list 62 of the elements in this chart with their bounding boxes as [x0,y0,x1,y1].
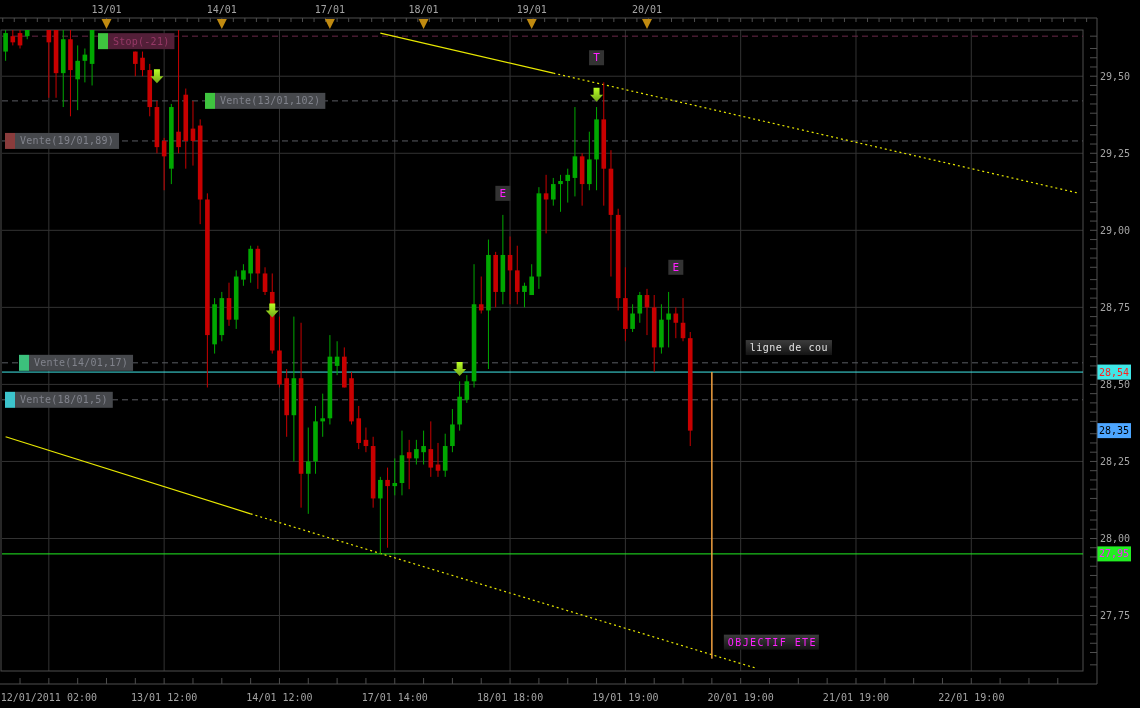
x-tick-label: 14/01 12:00 [246,691,313,703]
candlestick [478,276,484,315]
candlestick [133,51,138,77]
y-tick-label: 29,50 [1100,70,1131,82]
data-label: E [499,186,507,200]
text: 14/01 [206,3,237,15]
candlestick [241,263,246,287]
candlestick [428,420,434,478]
candlestick [414,439,419,466]
ref-line-label: Vente(13/01,102) [220,95,321,107]
y-tick-label: 28,75 [1100,301,1131,313]
x-tick-label: 21/01 19:00 [822,691,890,703]
candlestick [305,427,311,515]
candlestick [565,168,571,204]
candlestick [450,408,455,453]
ref-line-label: Vente(14/01,17) [34,357,129,369]
y-tick-label: 28,25 [1100,455,1131,467]
y-tick-label: 28,50 [1100,378,1131,390]
x-tick-label: 20/01 19:00 [707,691,774,703]
y-tick-label: 29,25 [1100,147,1131,159]
candlestick [558,174,563,213]
annotation: OBJECTIF ETE [727,636,817,648]
candlestick [630,303,635,333]
text: 20/01 [631,3,663,15]
ref-line-label: Stop(-21) [113,35,170,47]
candlestick [385,467,390,549]
point [453,361,467,376]
ref-line-label: Vente(19/01,89) [20,135,115,147]
x-tick-label: 19/01 19:00 [592,691,659,703]
text: 17/01 [314,3,345,15]
annotation: ligne de cou [749,342,828,354]
candlestick [176,29,181,154]
candlestick [320,393,325,438]
candlestick [666,291,671,348]
candlestick [551,177,556,207]
text: 13/01 [91,3,122,15]
candlestick [514,245,520,305]
x-tick-label: 18/01 18:00 [476,691,544,703]
ref-line-label: Vente(18/01,5) [20,394,108,406]
x-tick-label: 13/01 12:00 [131,691,198,703]
y-tick-label: 28,00 [1100,532,1131,544]
point [150,69,164,84]
data-label: T [593,51,601,65]
candlestick [392,457,398,496]
candlestick [140,51,145,77]
y-tick-label: 27,75 [1100,610,1131,622]
candlestick [637,291,643,324]
candlestick [529,263,534,296]
point [265,303,279,318]
x-tick-label: 17/01 14:00 [361,691,428,703]
candlestick [3,29,8,62]
point [590,87,604,102]
text: 18/01 [408,3,439,15]
text: 19/01 [516,3,547,15]
x-tick-label: 22/01 19:00 [938,691,1005,703]
y-tick-label: 29,00 [1100,224,1131,236]
x-tick-label: 12/01/2011 02:00 [0,691,98,703]
candlestick [378,476,383,555]
candlestick [421,430,426,466]
candlestick [522,282,527,308]
candlestick [75,44,80,111]
data-label: E [672,260,680,274]
